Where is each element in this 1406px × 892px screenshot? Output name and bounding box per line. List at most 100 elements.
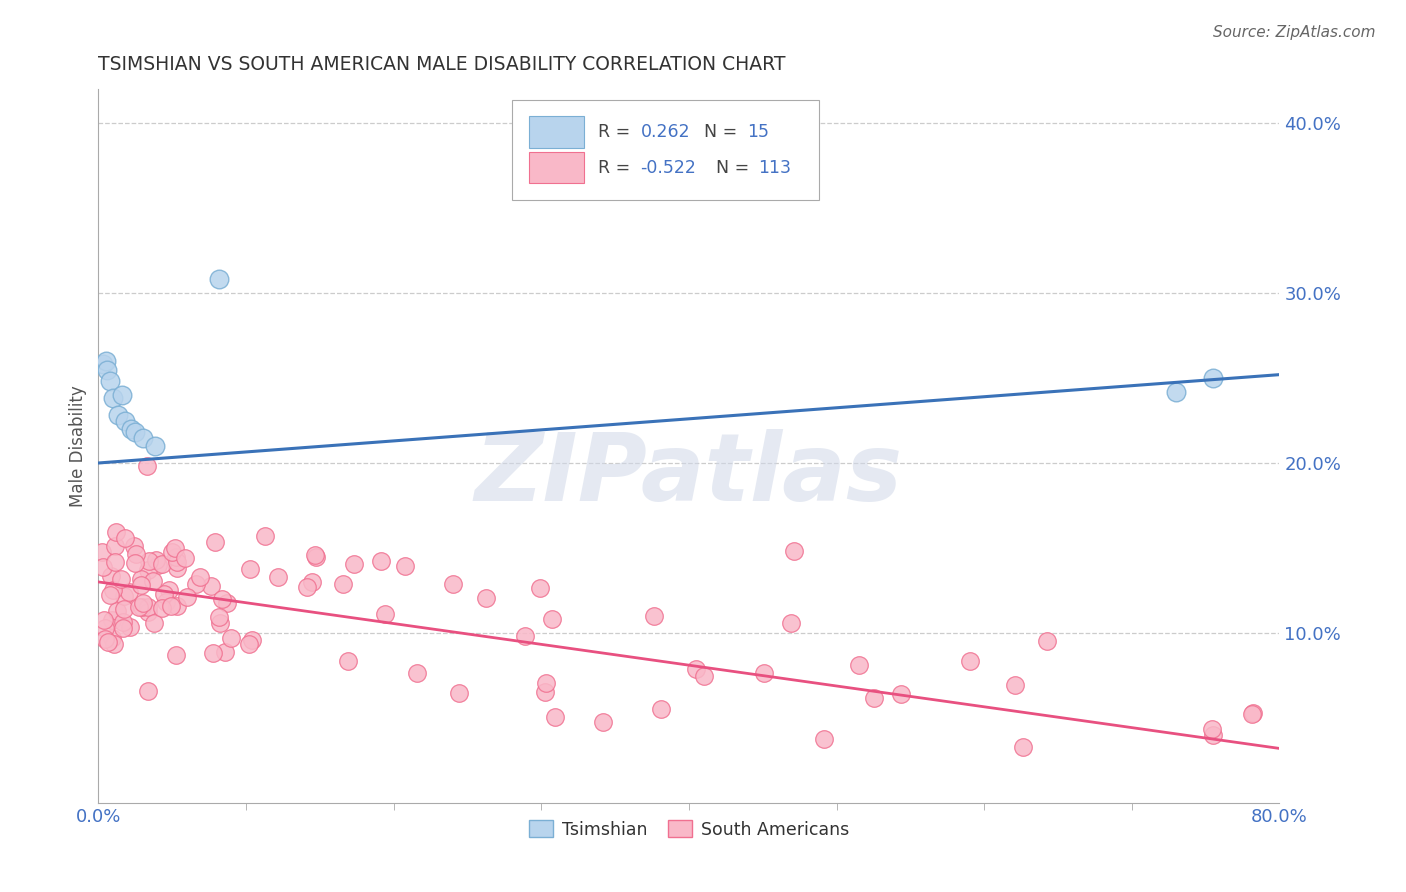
Point [104, 555, 127, 569]
Point [97, 635, 120, 649]
Text: 15: 15 [747, 123, 769, 141]
Point [780, 616, 803, 631]
Point [474, 591, 496, 606]
Point [215, 596, 238, 610]
Text: Source: ZipAtlas.com: Source: ZipAtlas.com [1212, 25, 1375, 40]
Point [295, 580, 318, 594]
Point [124, 539, 146, 553]
Point [136, 458, 159, 473]
Point [1201, 723, 1223, 737]
Point [305, 549, 328, 564]
Point [693, 668, 716, 682]
Point [165, 549, 187, 564]
Point [406, 665, 429, 680]
Point [103, 392, 125, 406]
Point [1166, 384, 1188, 399]
Point [105, 604, 128, 618]
Point [200, 579, 222, 593]
Point [813, 732, 835, 747]
Point [124, 425, 146, 440]
Text: R =: R = [598, 159, 636, 177]
Point [103, 637, 125, 651]
Point [304, 549, 326, 563]
Point [100, 569, 122, 583]
Point [643, 608, 665, 623]
Point [138, 554, 160, 568]
Text: 0.262: 0.262 [641, 123, 690, 141]
Point [301, 575, 323, 590]
Point [541, 611, 564, 625]
Point [202, 646, 225, 660]
Point [529, 582, 551, 596]
Point [120, 422, 142, 436]
Point [96, 362, 118, 376]
Point [114, 531, 136, 545]
Point [337, 654, 360, 668]
Point [1240, 707, 1263, 722]
Point [114, 413, 136, 427]
Point [160, 599, 183, 614]
FancyBboxPatch shape [512, 100, 818, 200]
FancyBboxPatch shape [530, 116, 583, 148]
Point [343, 557, 366, 571]
Point [93, 622, 115, 636]
Point [208, 272, 231, 286]
Point [240, 632, 263, 647]
Point [112, 589, 135, 603]
Point [848, 657, 870, 672]
Point [254, 529, 277, 543]
Point [145, 553, 167, 567]
Y-axis label: Male Disability: Male Disability [69, 385, 87, 507]
Point [1241, 706, 1264, 721]
Point [166, 555, 188, 569]
Point [592, 714, 614, 729]
Point [1202, 371, 1225, 385]
Point [1011, 740, 1033, 755]
Point [136, 563, 159, 577]
Point [148, 558, 170, 572]
Point [1004, 678, 1026, 692]
Point [153, 587, 176, 601]
Point [131, 599, 153, 614]
Point [162, 545, 184, 559]
Point [534, 676, 557, 690]
Point [211, 592, 233, 607]
Point [513, 629, 536, 643]
Point [449, 686, 471, 700]
Point [685, 663, 707, 677]
Text: 113: 113 [759, 159, 792, 177]
Point [136, 684, 159, 698]
Point [208, 610, 231, 624]
Point [132, 430, 155, 444]
Point [152, 558, 174, 572]
Point [332, 577, 354, 591]
Point [544, 710, 567, 724]
Text: R =: R = [598, 123, 636, 141]
Point [98, 375, 121, 389]
Point [90, 545, 112, 559]
Point [124, 556, 146, 570]
Point [91, 358, 114, 372]
Point [143, 615, 166, 630]
Point [441, 577, 464, 591]
Point [208, 615, 231, 630]
Point [752, 665, 775, 680]
FancyBboxPatch shape [530, 152, 583, 184]
Point [118, 585, 141, 599]
Point [93, 614, 115, 628]
Point [165, 648, 187, 663]
Point [188, 569, 211, 583]
Point [176, 590, 198, 604]
Text: ZIPatlas: ZIPatlas [475, 428, 903, 521]
Point [129, 572, 152, 586]
Point [132, 596, 155, 610]
Point [107, 409, 129, 423]
Point [131, 577, 153, 591]
Point [110, 572, 132, 586]
Point [101, 613, 124, 627]
Point [142, 574, 165, 588]
Point [136, 605, 159, 619]
Point [94, 354, 117, 368]
Point [862, 691, 884, 706]
Point [136, 600, 159, 615]
